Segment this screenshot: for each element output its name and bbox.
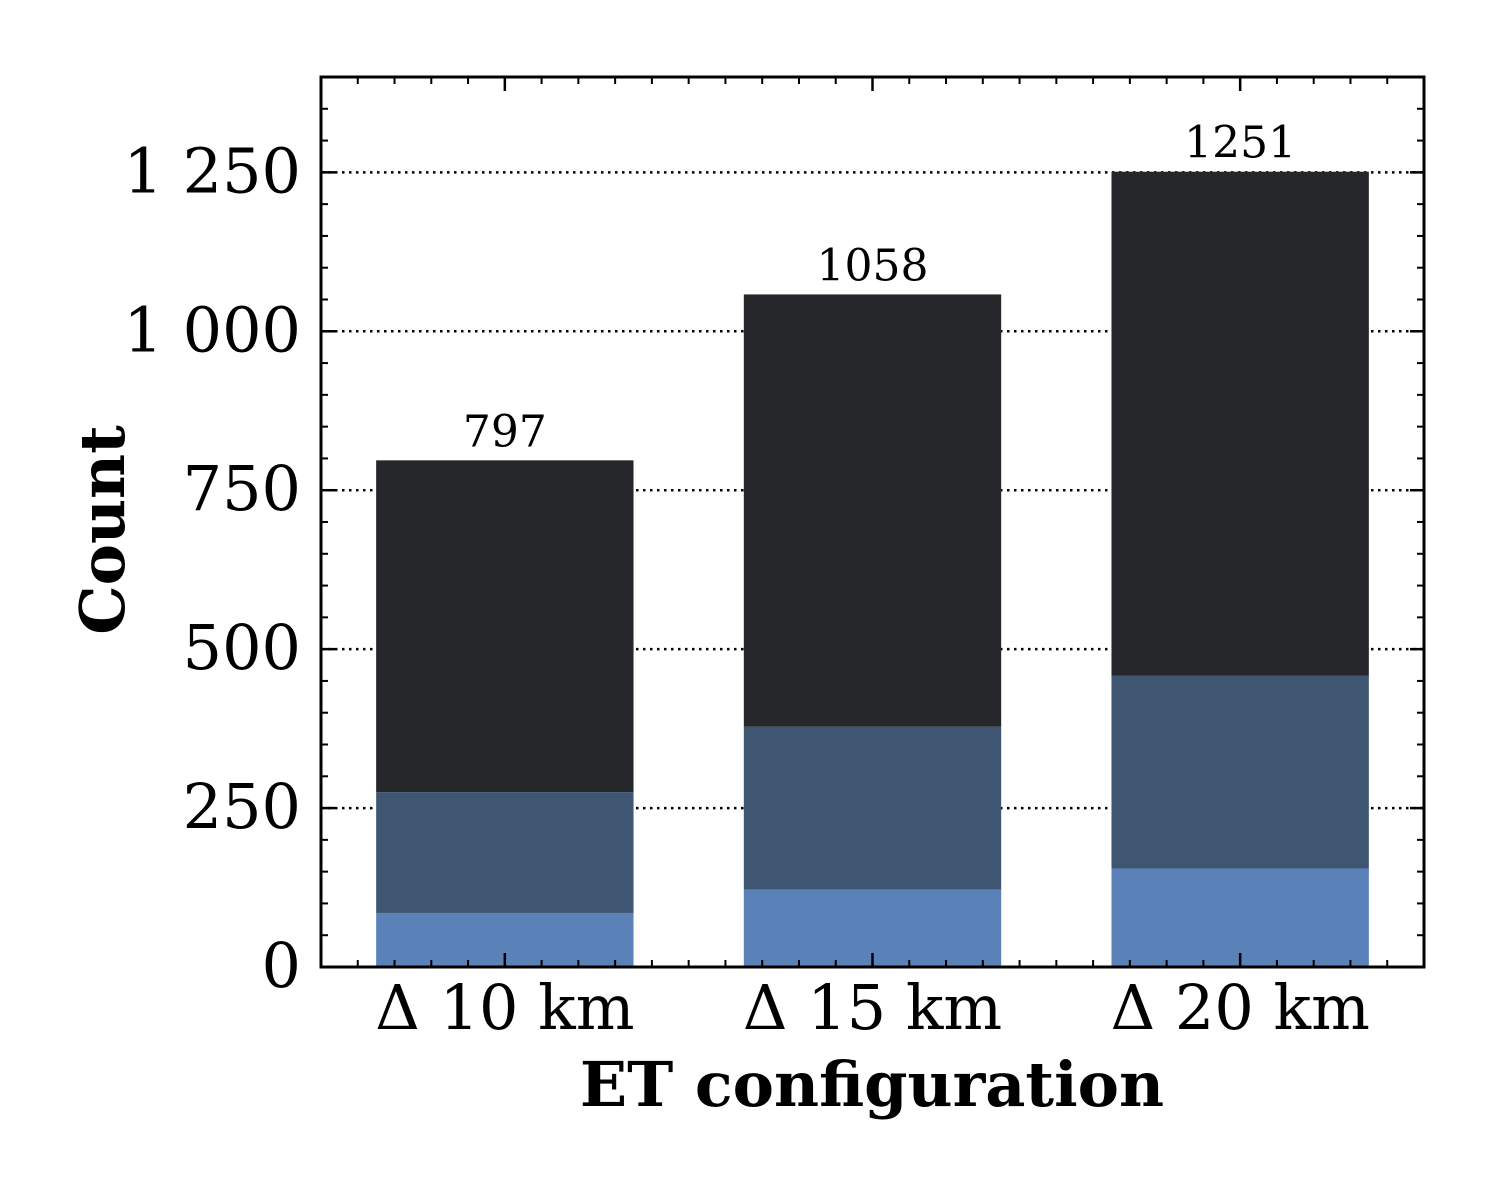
bar-segment — [743, 726, 1002, 890]
x-tick-label: Δ 10 km — [375, 971, 634, 1044]
y-tick-label: 250 — [183, 770, 301, 843]
x-tick-label: Δ 15 km — [743, 971, 1002, 1044]
x-axis-title: ET configuration — [580, 1048, 1164, 1121]
bars — [376, 171, 1369, 967]
y-tick-label: 750 — [183, 452, 301, 525]
bar-segment — [1111, 675, 1369, 869]
bar-segment — [1111, 868, 1369, 967]
x-tick-label: Δ 20 km — [1110, 971, 1369, 1044]
y-tick-label: 500 — [183, 611, 301, 684]
bar-segment — [743, 294, 1002, 727]
y-axis-title: Count — [66, 425, 139, 635]
bar-segment — [376, 460, 634, 793]
labels: 797 1058 1251 0 250 500 750 1 000 1 250 Δ 10 km Δ … — [124, 118, 1370, 1044]
bar-segment — [376, 792, 634, 913]
bar-total-label: 1251 — [1184, 118, 1296, 169]
y-tick-label: 1 250 — [124, 134, 302, 207]
y-tick-label: 1 000 — [124, 293, 302, 366]
bar-total-label: 1058 — [817, 240, 929, 291]
plot-frame — [319, 75, 1426, 969]
y-tick-label: 0 — [262, 929, 301, 1002]
bar-segment — [1111, 171, 1369, 676]
bar-total-label: 797 — [463, 406, 547, 457]
